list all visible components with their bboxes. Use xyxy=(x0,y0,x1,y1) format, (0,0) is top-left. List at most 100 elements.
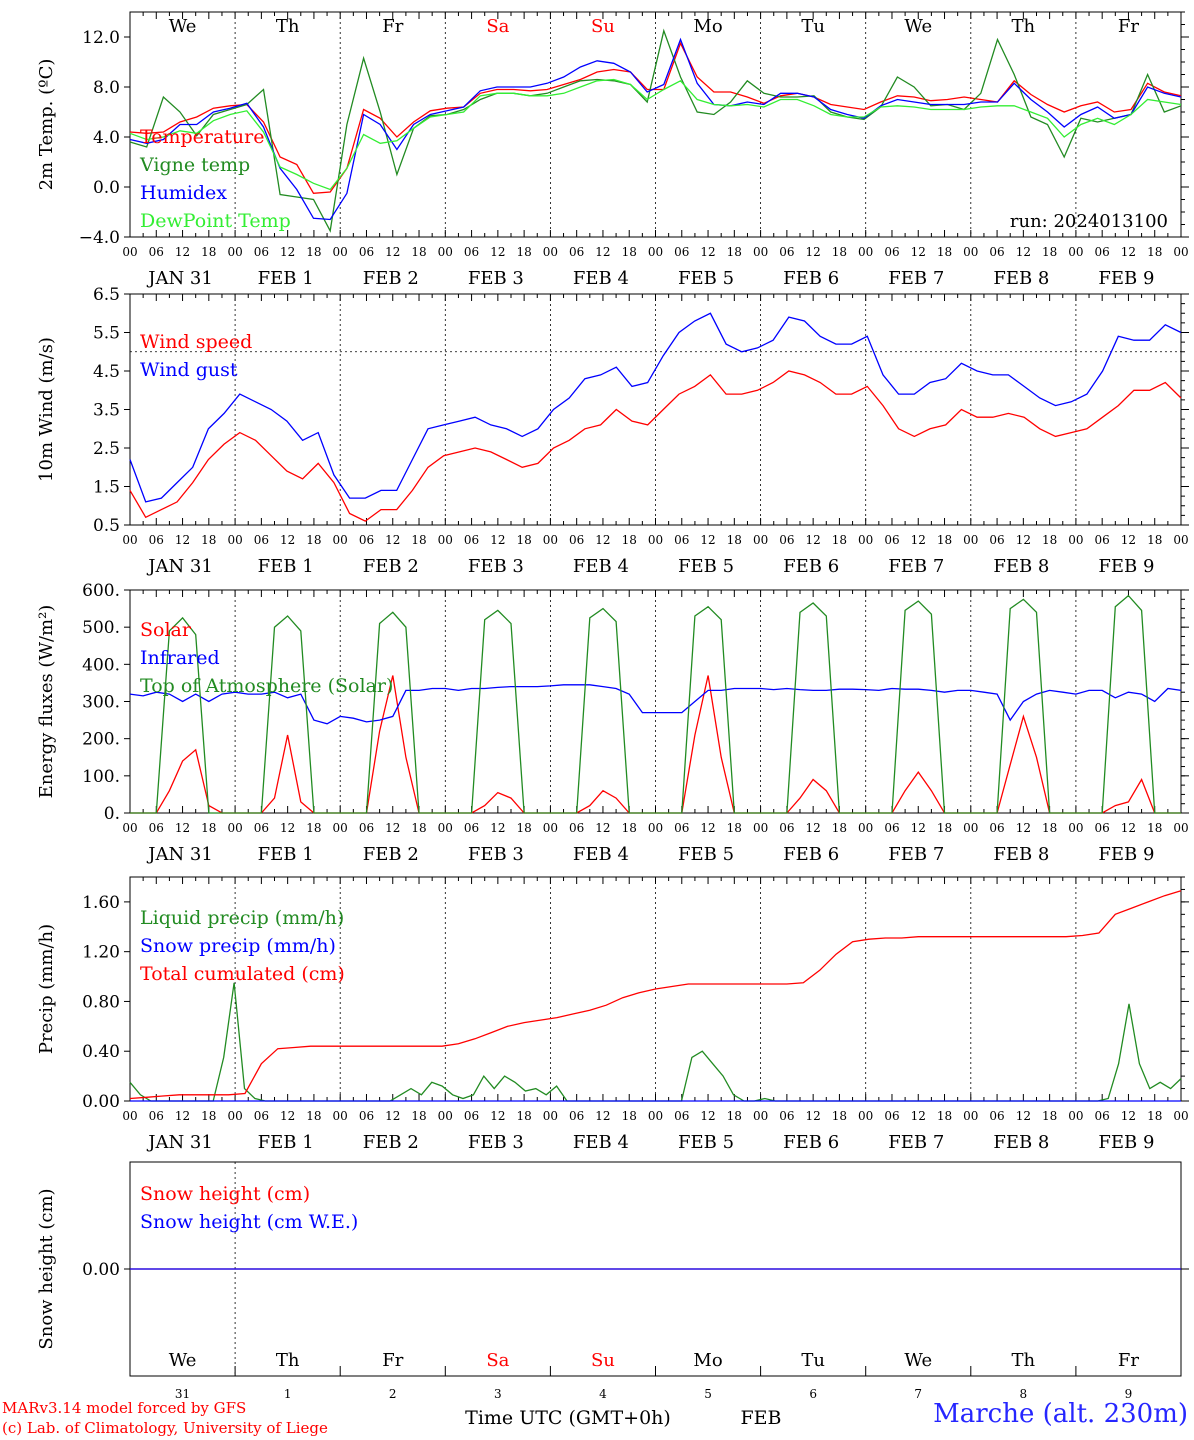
hour-tick-label: 12 xyxy=(911,1109,926,1123)
hour-tick-label: 00 xyxy=(333,821,348,835)
weekday-label-top: Th xyxy=(276,16,300,37)
y-tick-label: 5.5 xyxy=(93,324,120,344)
legend-entry: DewPoint Temp xyxy=(140,210,291,232)
weekday-label-top: Fr xyxy=(382,16,403,37)
hour-tick-label: 00 xyxy=(543,533,558,547)
hour-tick-label: 12 xyxy=(1121,1109,1136,1123)
hour-tick-label: 00 xyxy=(858,821,873,835)
y-tick-label: 0.5 xyxy=(93,516,120,536)
weekday-label-top: Tu xyxy=(801,16,825,37)
hour-tick-label: 12 xyxy=(1016,533,1031,547)
y-tick-label: 1.5 xyxy=(93,478,120,498)
hour-tick-label: 18 xyxy=(1147,533,1162,547)
series-line xyxy=(129,312,1182,503)
day-number-label: 1 xyxy=(284,1387,292,1401)
y-tick-label: 1.60 xyxy=(82,893,120,913)
date-label: FEB 4 xyxy=(573,1132,629,1153)
hour-tick-label: 00 xyxy=(858,533,873,547)
panel-2: 00 06 12 18 00 06 12 18 00 06 12 18 00 06 12 18 00 06 12 18… xyxy=(36,285,1189,577)
hour-tick-label: 12 xyxy=(806,245,821,259)
legend-entry: Infrared xyxy=(140,647,220,669)
hour-tick-label: 12 xyxy=(806,821,821,835)
day-number-label: 3 xyxy=(494,1387,502,1401)
weekday-label-bottom: We xyxy=(169,1350,197,1371)
hour-tick-label: 12 xyxy=(806,533,821,547)
hour-tick-label: 18 xyxy=(727,1109,742,1123)
hour-tick-label: 12 xyxy=(280,821,295,835)
y-tick-label: 0.40 xyxy=(82,1042,120,1062)
credit-model: MARv3.14 model forced by GFS xyxy=(2,1399,247,1417)
date-label: FEB 8 xyxy=(993,1132,1049,1153)
day-number-label: 5 xyxy=(704,1387,712,1401)
hour-tick-label: 06 xyxy=(359,245,374,259)
series-line xyxy=(129,78,1182,191)
date-label: FEB 5 xyxy=(678,556,734,577)
hour-tick-label: 12 xyxy=(700,245,715,259)
date-label: FEB 3 xyxy=(468,1132,524,1153)
y-tick-label: 0.00 xyxy=(82,1260,120,1280)
y-tick-label: 400. xyxy=(82,655,120,675)
date-label: FEB 2 xyxy=(363,844,419,865)
date-label: FEB 1 xyxy=(258,556,314,577)
date-label: FEB 9 xyxy=(1098,556,1154,577)
hour-tick-label: 12 xyxy=(490,1109,505,1123)
hour-tick-label: 06 xyxy=(464,821,479,835)
hour-tick-label: 12 xyxy=(490,245,505,259)
hour-tick-label: 00 xyxy=(543,1109,558,1123)
hour-tick-label: 06 xyxy=(254,821,269,835)
day-number-label: 4 xyxy=(599,1387,607,1401)
hour-tick-label: 12 xyxy=(280,1109,295,1123)
y-axis-label: 2m Temp. (ºC) xyxy=(36,59,57,191)
hour-tick-label: 00 xyxy=(1173,821,1188,835)
hour-tick-label: 12 xyxy=(911,245,926,259)
hour-tick-label: 00 xyxy=(438,1109,453,1123)
hour-tick-label: 18 xyxy=(516,821,531,835)
hour-tick-label: 18 xyxy=(832,1109,847,1123)
day-number-label: 2 xyxy=(389,1387,397,1401)
hour-tick-label: 18 xyxy=(201,1109,216,1123)
hour-tick-label: 12 xyxy=(385,245,400,259)
panel-4: 00 06 12 18 00 06 12 18 00 06 12 18 00 06 12 18 00 06 12 18… xyxy=(36,876,1189,1153)
hour-tick-label: 06 xyxy=(359,821,374,835)
date-label: FEB 5 xyxy=(678,844,734,865)
hour-tick-label: 18 xyxy=(516,533,531,547)
series-line xyxy=(130,594,1181,814)
date-label: FEB 5 xyxy=(678,268,734,289)
y-tick-label: −4.0 xyxy=(79,228,120,248)
hour-tick-label: 06 xyxy=(464,1109,479,1123)
date-label: FEB 1 xyxy=(258,844,314,865)
hour-tick-label: 06 xyxy=(1095,821,1110,835)
weekday-label-bottom: Fr xyxy=(1118,1350,1139,1371)
hour-tick-label: 00 xyxy=(1173,1109,1188,1123)
day-number-label: 31 xyxy=(175,1387,190,1401)
date-label: FEB 5 xyxy=(678,1132,734,1153)
hour-tick-label: 18 xyxy=(1042,245,1057,259)
hour-tick-label: 18 xyxy=(201,821,216,835)
legend-entry: Wind speed xyxy=(140,331,252,353)
date-label: FEB 3 xyxy=(468,556,524,577)
hour-tick-label: 06 xyxy=(779,245,794,259)
hour-tick-label: 06 xyxy=(1095,533,1110,547)
hour-tick-label: 18 xyxy=(516,1109,531,1123)
hour-tick-label: 00 xyxy=(1173,245,1188,259)
hour-tick-label: 00 xyxy=(648,1109,663,1123)
hour-tick-label: 18 xyxy=(411,533,426,547)
weekday-label-bottom: Th xyxy=(1012,1350,1036,1371)
y-tick-label: 1.20 xyxy=(82,943,120,963)
hour-tick-label: 18 xyxy=(727,245,742,259)
hour-tick-label: 06 xyxy=(989,821,1004,835)
hour-tick-label: 12 xyxy=(595,821,610,835)
hour-tick-label: 06 xyxy=(149,533,164,547)
hour-tick-label: 06 xyxy=(254,1109,269,1123)
hour-tick-label: 12 xyxy=(1121,245,1136,259)
hour-tick-label: 06 xyxy=(569,821,584,835)
hour-tick-label: 00 xyxy=(438,533,453,547)
hour-tick-label: 00 xyxy=(122,821,137,835)
day-number-label: 7 xyxy=(914,1387,922,1401)
legend-entry: Solar xyxy=(140,619,192,641)
hour-tick-label: 06 xyxy=(884,245,899,259)
series-line xyxy=(129,37,1182,221)
legend-entry: Wind gust xyxy=(140,359,238,381)
hour-tick-label: 18 xyxy=(727,533,742,547)
hour-tick-label: 12 xyxy=(385,821,400,835)
